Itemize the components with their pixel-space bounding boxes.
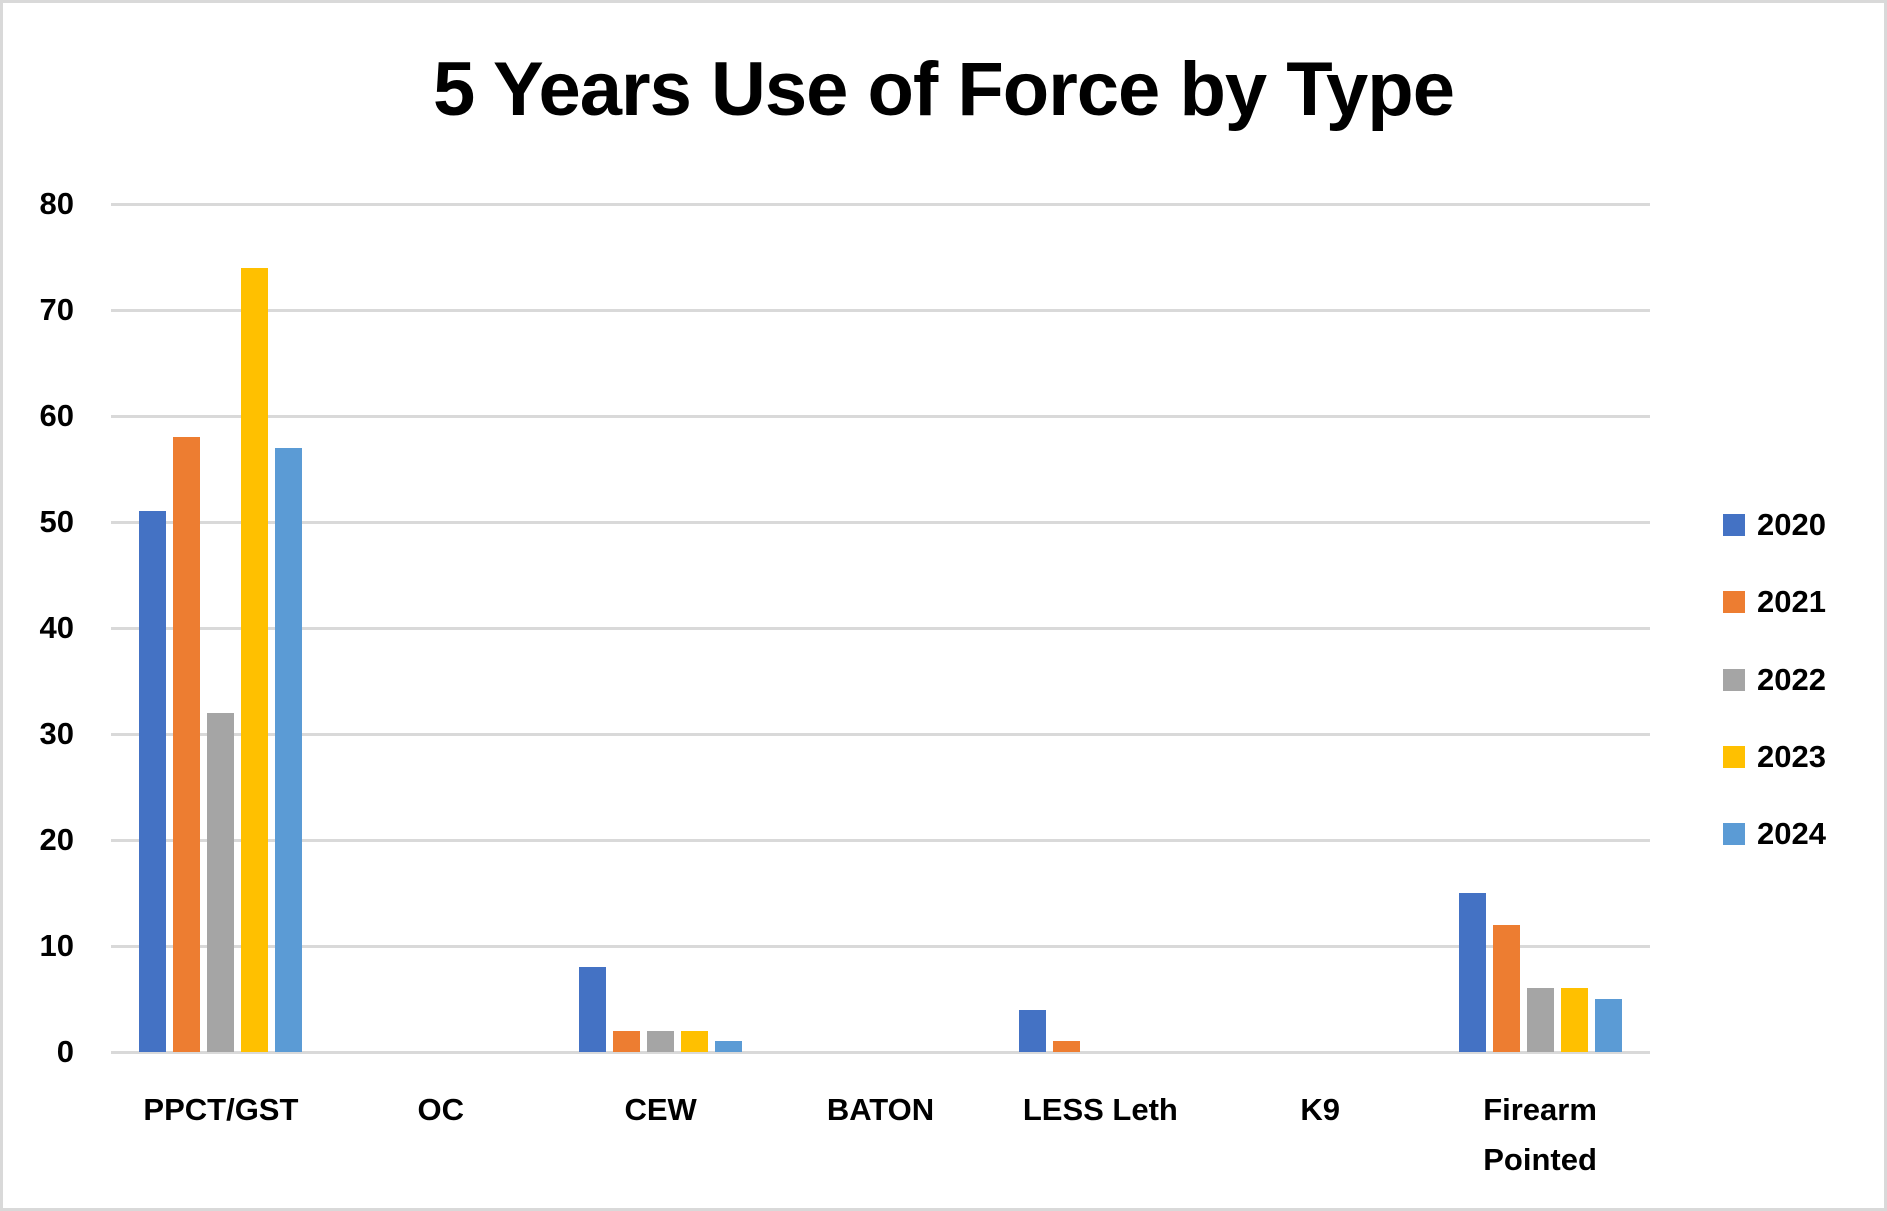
gridline — [111, 309, 1650, 312]
legend-swatch-icon — [1723, 745, 1745, 768]
bar-2023[interactable] — [681, 1030, 709, 1052]
legend-item-2022[interactable]: 2022 — [1723, 660, 1826, 700]
bar-2022[interactable] — [207, 712, 235, 1052]
x-tick-label: K9 — [1210, 1085, 1430, 1135]
bar-2021[interactable] — [613, 1030, 641, 1052]
x-tick-label-line: Firearm — [1483, 1092, 1597, 1127]
bar-2024[interactable] — [715, 1041, 743, 1052]
bar-2020[interactable] — [1458, 893, 1486, 1052]
gridline — [111, 627, 1650, 630]
gridline — [111, 1051, 1650, 1054]
bar-2020[interactable] — [1018, 1009, 1046, 1052]
category-group — [1210, 204, 1430, 1052]
legend-item-2020[interactable]: 2020 — [1723, 505, 1826, 545]
bar-2024[interactable] — [275, 447, 303, 1052]
legend-label: 2024 — [1757, 816, 1826, 852]
legend-swatch-icon — [1723, 514, 1745, 536]
x-tick-label-line: PPCT/GST — [143, 1092, 299, 1127]
legend-swatch-icon — [1723, 591, 1745, 614]
y-tick-label: 50 — [39, 504, 74, 539]
y-tick-label: 60 — [39, 398, 74, 433]
legend-item-2024[interactable]: 2024 — [1723, 814, 1826, 854]
x-tick-label: PPCT/GST — [111, 1085, 331, 1135]
legend-label: 2023 — [1757, 738, 1826, 774]
x-tick-label: CEW — [551, 1085, 771, 1135]
legend-item-2021[interactable]: 2021 — [1723, 582, 1826, 622]
gridline — [111, 203, 1650, 206]
x-tick-label-line: CEW — [624, 1092, 697, 1127]
bar-2020[interactable] — [579, 967, 607, 1052]
gridline — [111, 733, 1650, 736]
x-tick-label: Firearm Pointed — [1430, 1085, 1650, 1185]
legend-label: 2021 — [1757, 584, 1826, 620]
x-tick-label: LESS Leth — [990, 1085, 1210, 1135]
chart-title: 5 Years Use of Force by Type — [432, 47, 1455, 132]
category-group — [771, 204, 991, 1052]
bar-2021[interactable] — [1052, 1041, 1080, 1052]
gridline — [111, 839, 1650, 842]
legend-label: 2022 — [1757, 661, 1826, 697]
gridline — [111, 521, 1650, 524]
x-tick-label-line: OC — [417, 1092, 465, 1127]
category-group — [990, 204, 1210, 1052]
bar-2021[interactable] — [1492, 924, 1520, 1052]
legend-item-2023[interactable]: 2023 — [1723, 737, 1826, 777]
bar-2022[interactable] — [647, 1030, 675, 1052]
y-tick-label: 20 — [39, 822, 74, 857]
y-tick-label: 10 — [39, 928, 74, 963]
category-group — [1430, 204, 1650, 1052]
x-tick-label-line: K9 — [1300, 1092, 1341, 1127]
legend-swatch-icon — [1723, 668, 1745, 691]
y-tick-label: 70 — [39, 292, 74, 327]
x-tick-label-line: Pointed — [1483, 1142, 1597, 1177]
plot-area — [111, 203, 1650, 1054]
legend-label: 2020 — [1757, 507, 1826, 542]
bar-2022[interactable] — [1526, 988, 1554, 1052]
x-tick-label-line: LESS Leth — [1022, 1092, 1178, 1127]
bar-2020[interactable] — [139, 511, 167, 1052]
x-tick-label-line: BATON — [826, 1092, 935, 1127]
legend-swatch-icon — [1723, 823, 1745, 846]
bar-2024[interactable] — [1594, 999, 1622, 1052]
y-tick-label: 30 — [39, 716, 74, 751]
gridline — [111, 415, 1650, 418]
bar-2023[interactable] — [1560, 988, 1588, 1052]
bar-2021[interactable] — [173, 437, 201, 1052]
x-tick-label: OC — [331, 1085, 551, 1135]
y-tick-label: 40 — [39, 610, 74, 645]
category-group — [551, 204, 771, 1052]
category-group — [331, 204, 551, 1052]
category-group — [111, 204, 331, 1052]
x-tick-label: BATON — [771, 1085, 991, 1135]
gridline — [111, 945, 1650, 948]
y-tick-label: 0 — [56, 1034, 74, 1069]
y-tick-label: 80 — [39, 186, 74, 221]
bar-2023[interactable] — [241, 267, 269, 1052]
